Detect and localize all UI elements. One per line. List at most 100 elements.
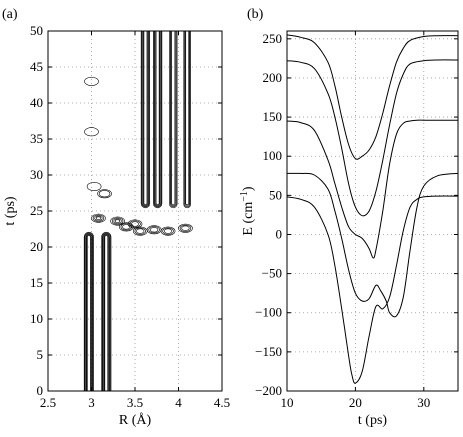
contour-island [91, 213, 106, 223]
y-tick-label: 20 [30, 239, 43, 254]
energy-curve-3 [287, 119, 458, 259]
contour-ring [140, 31, 151, 209]
y-tick-label: 250 [263, 31, 283, 46]
panel-a-x-axis-label: R (Å) [119, 412, 152, 428]
contour-ring [169, 31, 177, 208]
contour-ring [170, 31, 176, 207]
contour-ring [86, 234, 92, 391]
x-tick-label: 3.5 [127, 395, 143, 410]
contour-island [110, 216, 125, 226]
x-tick-label: 2.5 [40, 395, 56, 410]
panel-b-y-label-sup: −1 [239, 191, 250, 202]
y-tick-label: 50 [269, 187, 282, 202]
y-tick-label: 5 [37, 347, 44, 362]
contour-ring [85, 233, 92, 391]
y-tick-label: −50 [262, 266, 282, 281]
y-tick-label: 10 [30, 311, 43, 326]
contour-ring [85, 233, 93, 391]
contour-island [84, 127, 99, 137]
x-tick-label: 30 [417, 395, 430, 410]
panel-a-ticks: 2.5 3 3.5 4 4.5 0 5 10 15 20 25 30 35 40 45 50 [30, 23, 230, 410]
contour-island [179, 224, 192, 232]
energy-curve-1 [287, 34, 458, 160]
contour-ring [184, 31, 190, 207]
y-tick-label: 150 [263, 109, 283, 124]
contour-island [148, 226, 160, 234]
x-tick-label: 4.5 [214, 395, 230, 410]
panel-a-contours [83, 31, 193, 391]
contour-island [150, 227, 159, 233]
x-tick-label: 4 [175, 395, 182, 410]
contour-island [146, 225, 162, 235]
contour-ring [155, 31, 161, 206]
panel-b-curves [287, 34, 458, 384]
panel-b-frame [286, 30, 459, 392]
contour-island [181, 225, 190, 231]
contour-ring [153, 31, 163, 209]
contour-ring [153, 31, 162, 208]
panel-a-y-axis-label: t (ps) [3, 196, 18, 226]
contour-ring [102, 233, 110, 391]
y-tick-label: 45 [30, 59, 43, 74]
contour-ring [103, 233, 110, 391]
y-tick-label: −200 [255, 383, 282, 398]
y-tick-label: 50 [30, 23, 43, 38]
contour-ring [184, 31, 191, 208]
contour-island [115, 219, 121, 223]
y-tick-label: 40 [30, 95, 43, 110]
contour-ring [142, 31, 148, 206]
contour-ring [171, 31, 176, 206]
contour-island [92, 214, 105, 222]
y-tick-label: 15 [30, 275, 43, 290]
x-tick-label: 3 [88, 395, 95, 410]
energy-curve-4 [287, 172, 458, 318]
contour-island [178, 223, 193, 233]
contour-ring [83, 231, 94, 391]
x-tick-label: 20 [349, 395, 362, 410]
y-tick-label: 0 [37, 383, 44, 398]
contour-island [129, 220, 141, 228]
contour-island [163, 228, 173, 234]
contour-island [111, 217, 124, 225]
contour-island [113, 218, 122, 224]
contour-ring [141, 31, 150, 208]
contour-island [122, 224, 131, 230]
contour-ring [185, 31, 189, 206]
contour-island [97, 189, 112, 199]
contour-ring [169, 31, 178, 209]
y-tick-label: 30 [30, 167, 43, 182]
energy-curve-5 [287, 195, 458, 384]
panel-b-y-label-close: ) [241, 186, 256, 191]
y-tick-label: 0 [276, 226, 283, 241]
contour-ring [84, 232, 94, 391]
panel-b-line-plot: (b) 10 20 30 −200 −150 −100 −50 0 50 100 150 200 250… [239, 7, 459, 428]
y-tick-label: −100 [255, 305, 282, 320]
y-tick-label: 25 [30, 203, 43, 218]
contour-ring [155, 31, 160, 205]
contour-ring [154, 31, 161, 207]
contour-ring [142, 31, 149, 207]
y-tick-label: −150 [255, 344, 282, 359]
panel-b-grid [287, 31, 458, 391]
contour-island [134, 227, 146, 235]
contour-ring [101, 232, 111, 391]
panel-a-label: (a) [2, 7, 18, 22]
panel-a-grid [48, 31, 222, 391]
contour-island [94, 215, 103, 221]
x-tick-label: 10 [281, 395, 294, 410]
panel-b-y-axis-label: E (cm−1) [239, 186, 256, 235]
y-tick-label: 35 [30, 131, 43, 146]
contour-island [136, 228, 145, 234]
y-tick-label: 100 [263, 148, 283, 163]
contour-island [98, 190, 111, 198]
panel-b-y-label-main: E (cm [241, 202, 256, 236]
contour-island [162, 227, 174, 235]
energy-curve-2 [287, 59, 458, 217]
contour-island [86, 182, 102, 192]
contour-ring [103, 234, 109, 391]
contour-ring [104, 235, 109, 391]
contour-island [95, 216, 101, 220]
contour-ring [87, 235, 91, 391]
panel-b-x-axis-label: t (ps) [358, 413, 388, 428]
